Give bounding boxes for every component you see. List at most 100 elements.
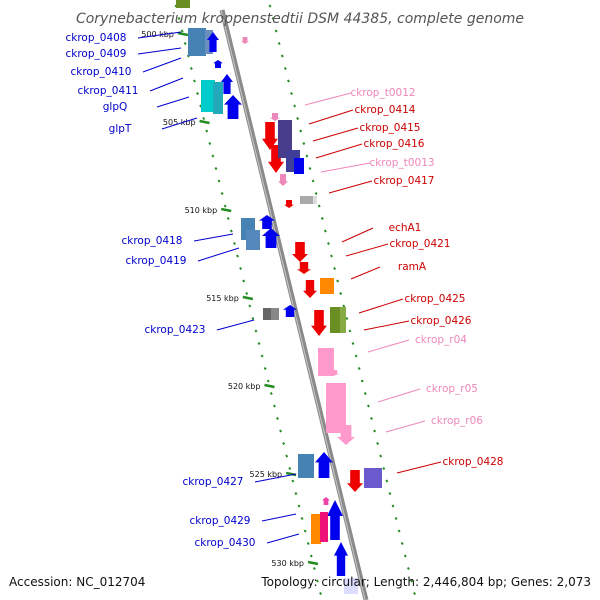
inner-tick-mark	[177, 16, 181, 21]
label-leader-line	[345, 243, 389, 257]
gene-label-right: ramA	[398, 261, 427, 273]
genome-backbone-highlight	[220, 9, 366, 600]
inner-tick-mark	[266, 379, 270, 383]
gene-arrow	[284, 200, 294, 208]
outer-tick-mark	[320, 216, 324, 221]
outer-tick-mark	[268, 4, 272, 8]
topology-text: Topology: circular; Length: 2,446,804 bp…	[260, 575, 591, 589]
inner-tick-mark	[312, 566, 316, 571]
gene-block	[340, 307, 346, 333]
label-leader-line	[358, 298, 404, 314]
trna-arrow	[270, 113, 280, 121]
outer-tick-mark	[388, 491, 392, 496]
trna-arrow	[278, 174, 288, 186]
label-leader-line	[261, 513, 297, 522]
gene-label-left: ckrop_0408	[65, 32, 126, 44]
outer-tick-mark	[333, 266, 337, 271]
outer-tick-mark	[379, 454, 383, 458]
inner-tick-mark	[229, 229, 233, 233]
inner-tick-mark	[279, 429, 283, 433]
gene-block	[364, 468, 382, 488]
gene-block	[311, 514, 321, 544]
inner-tick-mark	[208, 141, 212, 146]
map-layer: 500 kbp 505 kbp 510 kbp 515 kbp 520 kbp 525 k…	[65, 0, 504, 600]
outer-tick-mark	[283, 66, 287, 71]
gene-block	[313, 196, 317, 204]
inner-tick-mark	[303, 529, 307, 533]
rrna-arrow	[337, 425, 355, 445]
label-leader-line	[315, 143, 363, 159]
outer-tick-mark	[311, 179, 315, 183]
outer-tick-mark	[363, 391, 367, 396]
label-leader-line	[308, 109, 354, 125]
gene-arrow	[224, 95, 242, 119]
outer-tick-mark	[385, 479, 389, 483]
inner-tick-mark	[248, 304, 252, 308]
gene-arrow	[207, 32, 219, 52]
inner-tick-mark	[260, 354, 264, 358]
label-leader-line	[149, 77, 184, 92]
gene-label-right: ckrop_0417	[373, 175, 434, 187]
kbp-label: 500 kbp	[141, 30, 174, 39]
outer-tick-mark	[354, 354, 358, 358]
gene-arrow	[292, 242, 308, 262]
outer-tick-mark	[323, 229, 327, 233]
kbp-tick	[220, 207, 232, 213]
gene-arrow	[311, 310, 327, 336]
outer-tick-mark	[299, 129, 303, 133]
outer-tick-mark	[406, 566, 410, 571]
outer-tick-mark	[360, 379, 364, 383]
outer-tick-mark	[326, 241, 330, 246]
gene-arrow	[315, 452, 333, 478]
gene-label-left: ckrop_0430	[194, 537, 255, 549]
genome-backbone	[219, 9, 369, 600]
kbp-label: 505 kbp	[163, 118, 196, 127]
label-leader-line	[385, 420, 426, 433]
outer-tick-mark	[366, 404, 370, 408]
gene-label-left: ckrop_0423	[144, 324, 205, 336]
label-leader-line	[156, 96, 190, 108]
inner-tick-mark	[272, 404, 276, 408]
gene-block	[263, 308, 273, 320]
outer-tick-mark	[394, 516, 398, 521]
label-leader-line	[216, 319, 255, 331]
outer-tick-mark	[409, 579, 413, 583]
outer-tick-mark	[373, 429, 377, 433]
gene-arrow	[327, 500, 343, 540]
outer-tick-mark	[382, 466, 386, 471]
gene-label-right: ckrop_r05	[426, 383, 478, 395]
inner-tick-mark	[263, 366, 267, 371]
gene-label-right: ckrop_0421	[389, 238, 450, 250]
outer-tick-mark	[293, 104, 297, 108]
outer-tick-mark	[305, 154, 309, 158]
outer-tick-mark	[330, 254, 333, 258]
kbp-label: 515 kbp	[206, 294, 239, 303]
gene-label-left: ckrop_0411	[77, 85, 138, 97]
gene-label-left: ckrop_0409	[65, 48, 126, 60]
inner-tick-mark	[226, 216, 230, 221]
gene-block	[320, 278, 334, 294]
inner-tick-mark	[251, 316, 255, 321]
inner-tick-mark	[239, 266, 243, 271]
gene-block	[271, 308, 279, 320]
trna-arrow	[241, 37, 249, 44]
gene-block	[320, 512, 328, 542]
inner-tick-mark	[196, 91, 199, 96]
gene-block	[201, 80, 215, 112]
gene-label-left: glpT	[109, 123, 132, 135]
outer-tick-mark	[277, 41, 281, 46]
outer-tick-mark	[290, 91, 293, 96]
inner-tick-mark	[217, 179, 221, 183]
gene-arrow	[334, 542, 348, 576]
inner-tick-mark	[319, 591, 322, 596]
outer-tick-mark	[413, 591, 416, 596]
kbp-tick	[199, 119, 210, 125]
inner-tick-mark	[242, 279, 246, 283]
gene-arrow	[213, 60, 223, 68]
gene-block	[213, 82, 223, 114]
label-leader-line	[396, 461, 442, 474]
label-leader-line	[193, 233, 234, 242]
label-leader-line	[142, 57, 182, 73]
outer-tick-mark	[296, 116, 300, 121]
label-leader-line	[137, 47, 182, 55]
